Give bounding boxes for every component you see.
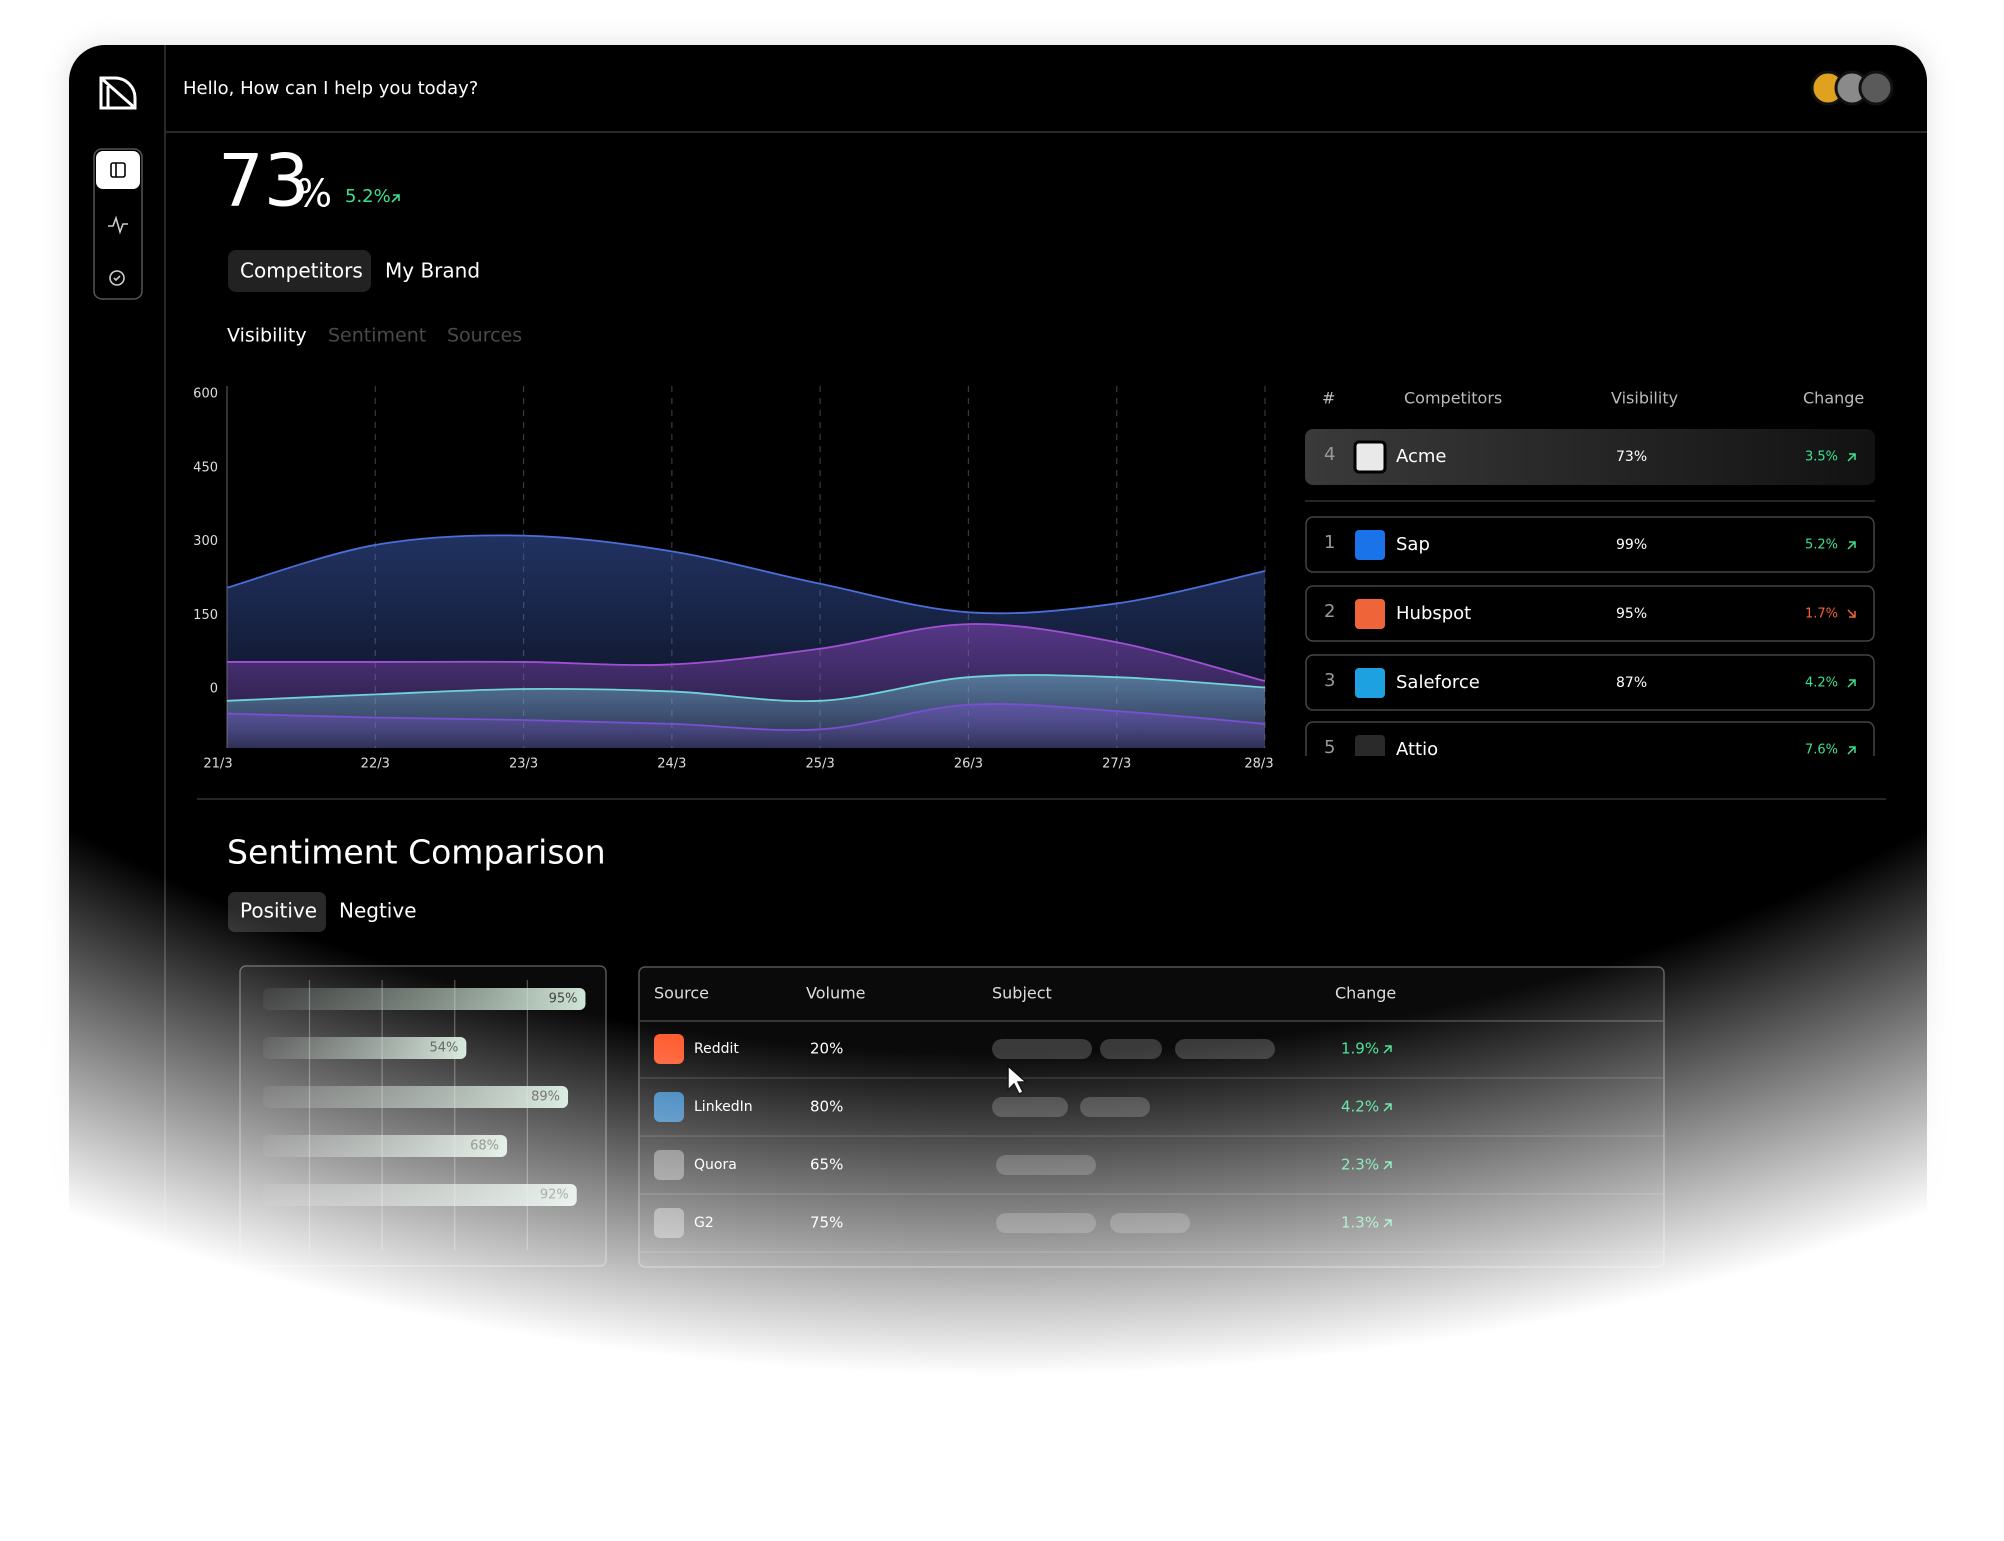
y-tick-label: 0: [210, 682, 218, 697]
greeting: Hello, How can I help you today?: [183, 78, 478, 99]
volume: 20%: [810, 1040, 843, 1058]
y-tick-label: 450: [193, 460, 218, 475]
tab[interactable]: Competitors: [240, 259, 363, 283]
column-header: Change: [1803, 389, 1864, 408]
source-name: LinkedIn: [694, 1099, 753, 1115]
rank: 3: [1324, 670, 1335, 691]
x-tick-label: 22/3: [361, 757, 390, 772]
rank: 1: [1324, 532, 1335, 553]
volume: 80%: [810, 1098, 843, 1116]
company-name: Saleforce: [1396, 672, 1480, 693]
change: 1.7%: [1805, 607, 1838, 622]
visibility: 73%: [1616, 449, 1647, 465]
subject-pill: [1080, 1097, 1150, 1117]
y-tick-label: 150: [193, 608, 218, 623]
bar: [263, 1184, 577, 1206]
avatars[interactable]: [1810, 70, 1894, 106]
column-header: Change: [1335, 984, 1396, 1003]
visibility: 99%: [1616, 537, 1647, 553]
subject-pill: [1175, 1039, 1275, 1059]
visibility: 87%: [1616, 675, 1647, 691]
rank: 4: [1324, 444, 1335, 465]
subject-pill: [996, 1213, 1096, 1233]
column-header: Visibility: [1611, 389, 1678, 408]
source-name: Reddit: [694, 1041, 739, 1057]
kpi-unit: %: [296, 172, 332, 216]
avatar: [1858, 70, 1894, 106]
y-tick-label: 600: [193, 387, 218, 402]
bar-label: 95%: [549, 992, 578, 1007]
tab[interactable]: Negtive: [339, 899, 417, 923]
company-logo: [1355, 668, 1385, 698]
change: 4.2%: [1805, 676, 1838, 691]
row-highlight[interactable]: [1305, 429, 1875, 485]
bar-card: [239, 965, 607, 1267]
subject-pill: [996, 1155, 1096, 1175]
column-header: #: [1322, 389, 1335, 408]
subject-pill: [1100, 1039, 1162, 1059]
bar-label: 92%: [540, 1188, 569, 1203]
visibility: 95%: [1616, 606, 1647, 622]
change: 1.3%: [1341, 1214, 1379, 1232]
source-name: Quora: [694, 1157, 737, 1173]
subject-pill: [992, 1039, 1092, 1059]
x-tick-label: 21/3: [203, 757, 232, 772]
company-name: Acme: [1396, 446, 1447, 467]
x-tick-label: 25/3: [806, 757, 835, 772]
company-name: Sap: [1396, 534, 1430, 555]
bar: [263, 1086, 569, 1108]
volume: 75%: [810, 1214, 843, 1232]
change: 4.2%: [1341, 1098, 1379, 1116]
change: 5.2%: [1805, 538, 1838, 553]
column-header: Competitors: [1404, 389, 1502, 408]
bar-label: 89%: [531, 1090, 560, 1105]
source-icon: [654, 1150, 684, 1180]
section-title: Sentiment Comparison: [227, 833, 606, 872]
source-icon: [654, 1208, 684, 1238]
subtab[interactable]: Sources: [447, 325, 522, 347]
bar-label: 54%: [429, 1041, 458, 1056]
x-tick-label: 27/3: [1102, 757, 1131, 772]
company-logo: [1355, 530, 1385, 560]
bar-label: 68%: [470, 1139, 499, 1154]
source-name: G2: [694, 1215, 714, 1231]
company-logo: [1353, 440, 1387, 474]
company-name: Hubspot: [1396, 603, 1471, 624]
company-logo: [1355, 599, 1385, 629]
change: 7.6%: [1805, 743, 1838, 758]
nav-panel-icon[interactable]: [96, 151, 140, 189]
x-tick-label: 28/3: [1244, 757, 1273, 772]
subtab[interactable]: Sentiment: [328, 325, 426, 347]
column-header: Subject: [992, 984, 1052, 1003]
subject-pill: [1110, 1213, 1190, 1233]
y-tick-label: 300: [193, 534, 218, 549]
volume: 65%: [810, 1156, 843, 1174]
change: 2.3%: [1341, 1156, 1379, 1174]
subject-pill: [992, 1097, 1068, 1117]
column-header: Volume: [806, 984, 866, 1003]
source-icon: [654, 1092, 684, 1122]
change: 3.5%: [1805, 450, 1838, 465]
tab[interactable]: Positive: [240, 899, 317, 923]
rank: 5: [1324, 737, 1335, 758]
column-header: Source: [654, 984, 709, 1003]
x-tick-label: 26/3: [954, 757, 983, 772]
rank: 2: [1324, 601, 1335, 622]
change: 1.9%: [1341, 1040, 1379, 1058]
tab[interactable]: My Brand: [385, 259, 480, 283]
x-tick-label: 24/3: [657, 757, 686, 772]
subtab[interactable]: Visibility: [227, 325, 307, 347]
kpi-change: 5.2%: [345, 186, 391, 207]
x-tick-label: 23/3: [509, 757, 538, 772]
source-icon: [654, 1034, 684, 1064]
bar: [263, 988, 586, 1010]
